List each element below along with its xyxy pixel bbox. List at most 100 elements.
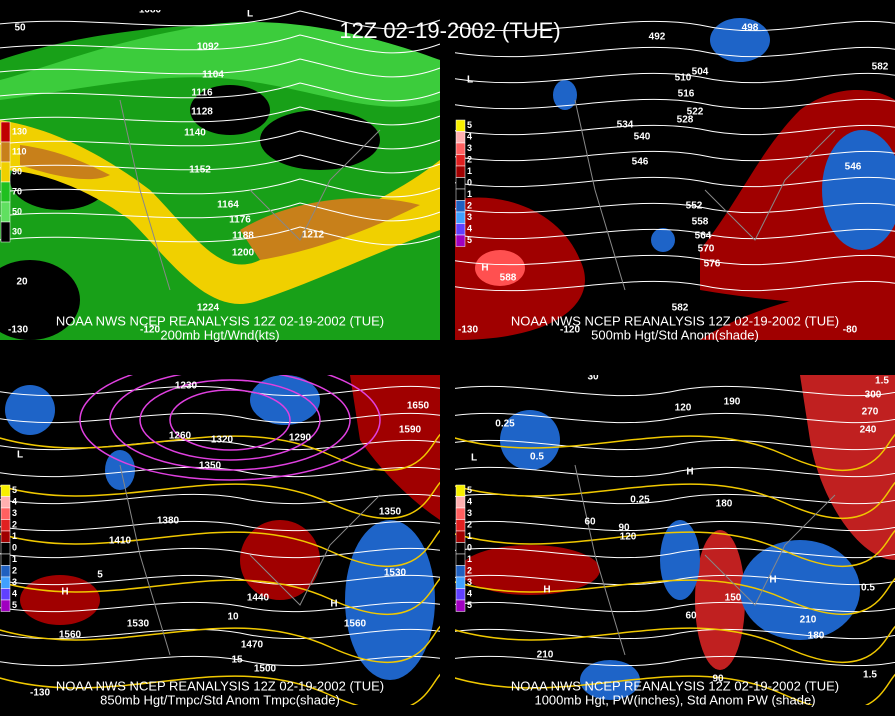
shade-region [20,575,100,625]
contour-label: 1200 [232,248,255,259]
legend-swatch [0,221,11,243]
contour-label: 180 [716,499,733,510]
shade-region [345,520,435,680]
legend-swatch [0,565,11,578]
contour-label: H [481,263,488,274]
contour [0,226,440,246]
legend-swatch [455,165,466,178]
panel-caption: NOAA NWS NCEP REANALYSIS 12Z 02-19-2002 … [56,678,384,693]
contour [455,46,895,58]
contour [0,655,440,667]
legend-label: 5 [12,600,17,610]
contour-label: 10 [227,612,239,623]
legend-label: 4 [467,497,472,507]
shade-region [822,130,895,250]
contour-label: 1590 [399,425,422,436]
contour [169,389,291,451]
legend-label: 5 [467,600,472,610]
legend-label: 2 [467,566,472,576]
panel-caption: 1000mb Hgt, PW(inches), Std Anom PW (sha… [534,692,815,707]
legend-label: 3 [12,577,17,587]
contour [0,10,440,30]
contour [455,412,895,424]
contour-label: 1350 [379,507,402,518]
shade-region [350,375,440,520]
contour [455,280,895,292]
contour-label: H [769,575,776,586]
contour [0,520,440,532]
legend-swatch [455,211,466,224]
contour-label: 1410 [109,536,132,547]
contour [455,655,895,667]
coastline [574,464,836,656]
contour [455,577,895,615]
contour [455,20,895,32]
contour [455,98,895,110]
contour-label: 1.5 [863,670,877,681]
legend-swatch [455,530,466,543]
contour-label: 1212 [302,230,325,241]
contour-label: -130 [8,325,28,336]
contour-label: 1470 [241,640,264,651]
main-title: 12Z 02-19-2002 (TUE) [339,18,560,43]
contour [0,481,440,519]
contour-label: 60 [584,517,596,528]
shade-region [460,545,600,595]
legend-swatch [0,576,11,589]
contour-label: 150 [725,593,742,604]
legend-swatch [455,200,466,213]
legend-swatch [455,576,466,589]
legend-swatch [455,188,466,201]
contour-label: 570 [698,244,715,255]
contour [0,130,440,150]
legend-label: 50 [12,206,22,216]
legend-label: 4 [12,589,17,599]
contour-label: 1290 [289,433,312,444]
contour-label: 0.25 [630,495,650,506]
panel-caption: NOAA NWS NCEP REANALYSIS 12Z 02-19-2002 … [56,313,384,328]
panel-caption: 200mb Hgt/Wnd(kts) [160,327,279,342]
contour-label: 564 [695,231,712,242]
contour-label: 582 [672,303,689,314]
contour-label: 1650 [407,401,430,412]
contour [455,547,895,559]
contour-label: 0.25 [495,419,515,430]
contour [0,466,440,478]
coastline [119,464,381,656]
contour-label: L [467,75,473,86]
contour [0,412,440,424]
panel-caption: NOAA NWS NCEP REANALYSIS 12Z 02-19-2002 … [511,313,839,328]
contour-label: 30 [587,372,599,383]
legend-swatch [455,519,466,532]
contour [455,254,895,266]
contour-label: 1140 [184,128,206,139]
legend-label: 4 [467,589,472,599]
contour-label: 516 [678,89,695,100]
legend-swatch [455,223,466,236]
legend-label: 0 [12,543,17,553]
legend-swatch [455,599,466,612]
panel-1000mb: 30609012015018018021021024027030090600.2… [455,372,895,705]
shade-region [580,660,640,700]
contour-label: 120 [675,403,692,414]
contour [0,202,440,222]
contour-label: -120 [140,325,160,336]
coastline [119,99,381,291]
legend-label: 4 [467,224,472,234]
legend-label: 1 [467,531,472,541]
legend-label: 1 [467,166,472,176]
legend-label: 5 [12,485,17,495]
legend-swatch [455,496,466,509]
contour-label: 190 [724,397,741,408]
contour-label: 20 [16,277,28,288]
legend-swatch [0,496,11,509]
shade-region [0,21,440,107]
contour-label: 210 [800,615,817,626]
contour-label: 1164 [217,200,239,211]
contour-label: 528 [677,115,694,126]
legend-label: 3 [467,577,472,587]
contour [455,124,895,136]
shade-region [250,375,320,425]
legend-swatch [0,181,11,203]
contour [79,375,381,481]
